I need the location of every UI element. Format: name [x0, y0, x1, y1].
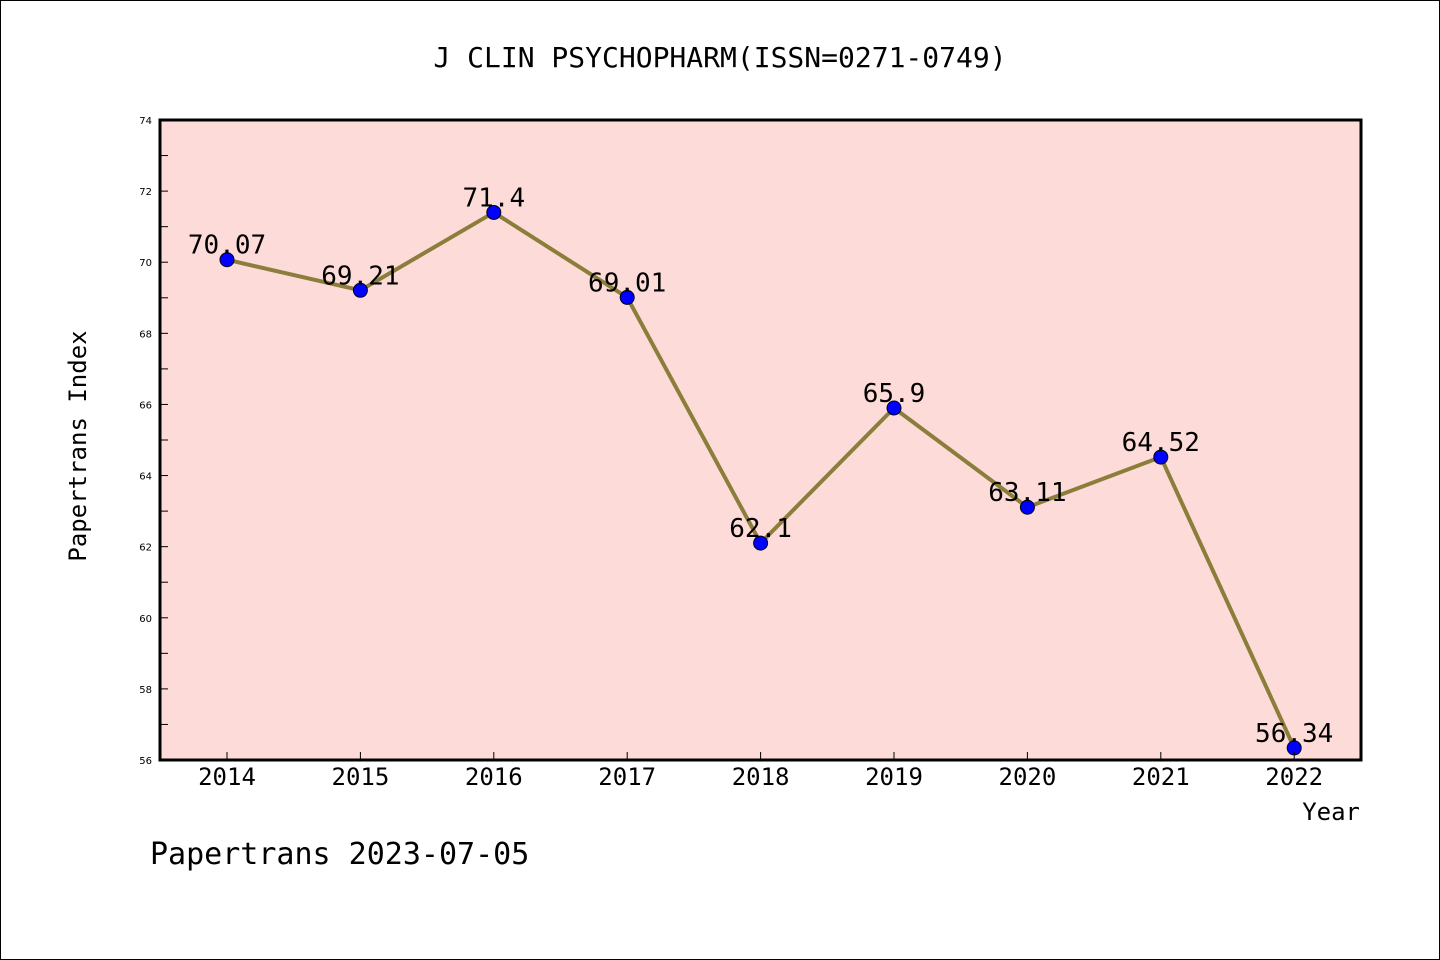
y-tick-label: 66	[139, 400, 152, 411]
x-tick-label: 2014	[198, 763, 256, 791]
x-tick-label: 2018	[732, 763, 790, 791]
data-point	[1019, 499, 1035, 515]
data-label: 69.21	[321, 261, 399, 291]
data-point	[619, 289, 635, 305]
x-tick-label: 2022	[1265, 763, 1323, 791]
chart-marks: 70.07 69.21 71.4 69.01 62.1 65.9 63.11 64.52 56.…	[188, 183, 1333, 756]
x-tick-label: 2015	[332, 763, 390, 791]
chart-title: J CLIN PSYCHOPHARM(ISSN=0271-0749)	[433, 41, 1006, 74]
data-point	[352, 282, 368, 298]
x-tick-label: 2019	[865, 763, 923, 791]
data-point	[1153, 449, 1169, 465]
y-axis-label: Papertrans Index	[64, 330, 92, 561]
x-tick-label: 2016	[465, 763, 523, 791]
x-tick-label: 2021	[1132, 763, 1190, 791]
y-tick-label: 68	[139, 329, 152, 340]
x-axis: 2014 2015 2016 2017 2018 2019 2020 2021 2022	[198, 752, 1323, 791]
y-tick-label: 74	[139, 116, 152, 127]
y-tick-label: 60	[139, 614, 152, 625]
data-point	[219, 252, 235, 268]
y-tick-label: 70	[139, 258, 152, 269]
data-label: 64.52	[1122, 428, 1200, 458]
data-point	[753, 535, 769, 551]
x-axis-label: Year	[1302, 798, 1360, 826]
y-axis: 56 58 60 62 64 66 68 70 72 74	[139, 116, 168, 767]
y-tick-label: 64	[139, 472, 152, 483]
data-label: 70.07	[188, 231, 266, 261]
y-tick-label: 58	[139, 685, 152, 696]
data-label: 71.4	[462, 183, 525, 213]
y-tick-label: 72	[139, 187, 152, 198]
y-tick-label: 62	[139, 543, 152, 554]
plot-area	[160, 120, 1361, 760]
data-point	[486, 204, 502, 220]
data-label: 56.34	[1255, 719, 1333, 749]
x-tick-label: 2017	[598, 763, 656, 791]
x-tick-label: 2020	[999, 763, 1057, 791]
footer-text: Papertrans 2023-07-05	[150, 837, 529, 872]
data-label: 63.11	[988, 478, 1066, 508]
data-label: 69.01	[588, 268, 666, 298]
data-point	[886, 400, 902, 416]
data-label: 62.1	[729, 514, 792, 544]
data-label: 65.9	[863, 379, 926, 409]
y-tick-label: 56	[139, 756, 152, 767]
